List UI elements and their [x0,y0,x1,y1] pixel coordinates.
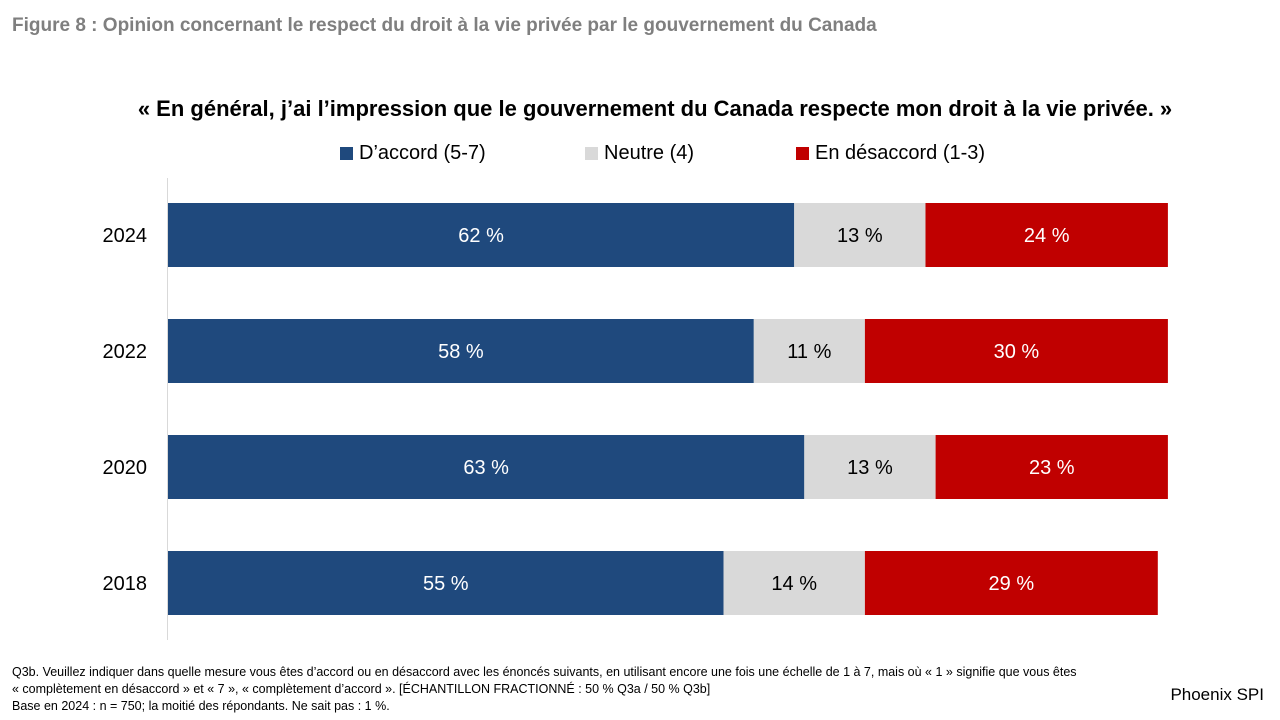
bar-2024-series-1 [794,203,926,267]
data-label-2018-series-2: 29 % [989,573,1035,595]
footnote-line-1: Q3b. Veuillez indiquer dans quelle mesur… [12,665,1077,679]
bar-2024-series-2 [925,203,1168,267]
data-label-2020-series-1: 13 % [847,457,893,479]
y-tick-label-2020: 2020 [103,457,148,479]
bar-2020-series-0 [168,435,805,499]
legend-item-neutral: Neutre (4) [585,142,694,165]
bar-2018-series-1 [723,551,865,615]
legend-swatch-disagree [796,147,809,160]
bar-2024-series-0 [168,203,795,267]
legend-label-neutral: Neutre (4) [604,142,695,164]
brand-logo-text: Phoenix SPI [1170,685,1264,704]
legend-item-agree: D’accord (5-7) [340,142,486,165]
legend-swatch-agree [340,147,353,160]
y-tick-label-2022: 2022 [103,341,148,363]
bar-2020-series-1 [804,435,936,499]
data-label-2020-series-2: 23 % [1029,457,1075,479]
legend-item-disagree: En désaccord (1-3) [796,142,985,165]
bar-2022-series-1 [753,319,865,383]
legend-label-agree: D’accord (5-7) [359,142,486,164]
y-tick-label-2024: 2024 [103,225,148,247]
data-label-2022-series-1: 11 % [787,341,831,363]
footnote-line-3: Base en 2024 : n = 750; la moitié des ré… [12,699,390,713]
chart-title: « En général, j’ai l’impression que le g… [137,96,1173,121]
y-tick-label-2018: 2018 [103,573,148,595]
figure-title: Figure 8 : Opinion concernant le respect… [12,15,877,36]
footnote-line-2: « complètement en désaccord » et « 7 », … [12,682,711,696]
bar-2018-series-0 [168,551,724,615]
footnote: Q3b. Veuillez indiquer dans quelle mesur… [12,664,1172,715]
bar-2022-series-2 [864,319,1168,383]
data-label-2022-series-0: 58 % [438,341,484,363]
legend-label-disagree: En désaccord (1-3) [815,142,986,164]
data-label-2022-series-2: 30 % [994,341,1040,363]
data-label-2024-series-0: 62 % [458,225,504,247]
bar-2018-series-2 [864,551,1158,615]
bar-2022-series-0 [168,319,754,383]
bar-2020-series-2 [935,435,1168,499]
data-label-2024-series-1: 13 % [837,225,883,247]
legend-swatch-neutral [585,147,598,160]
chart-legend: D’accord (5-7) Neutre (4) En désaccord (… [0,142,1280,166]
data-label-2018-series-0: 55 % [423,573,469,595]
data-label-2020-series-0: 63 % [463,457,509,479]
data-label-2018-series-1: 14 % [771,573,817,595]
data-label-2024-series-2: 24 % [1024,225,1070,247]
